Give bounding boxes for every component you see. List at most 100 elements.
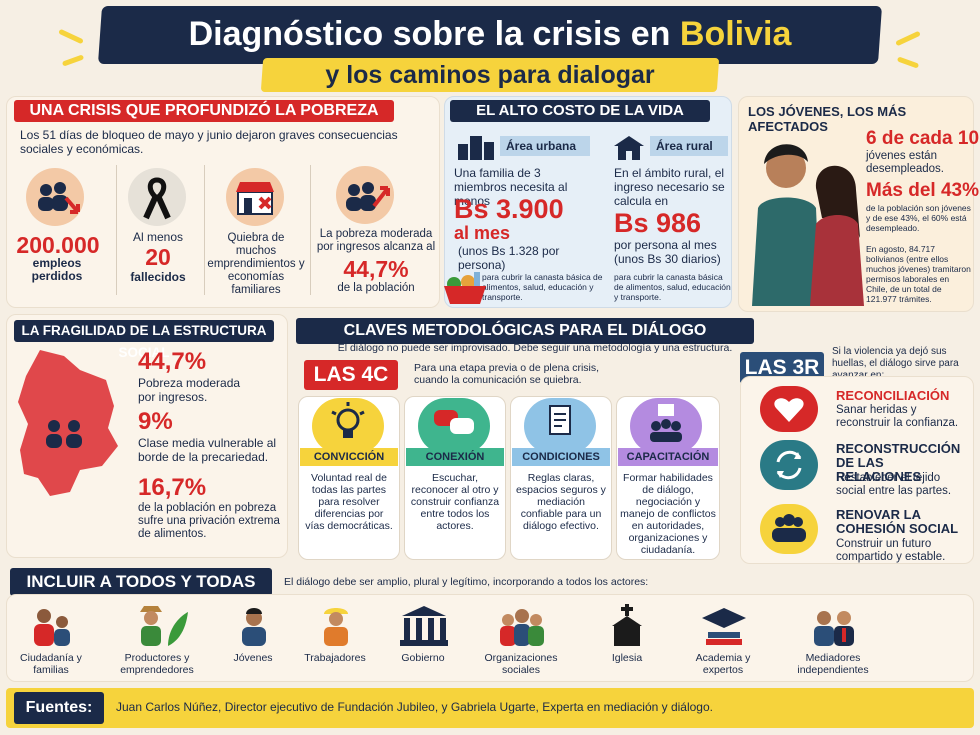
actor-label: Jóvenes [233, 652, 273, 664]
sources-bar [6, 688, 974, 728]
rural-tag: Área rural [650, 136, 728, 156]
chat-bubbles-icon [418, 398, 490, 454]
accent-stroke-left [58, 28, 84, 45]
accent-stroke-left-2 [61, 54, 85, 67]
document-icon [524, 398, 596, 454]
youth-stat1-value: 6 de cada 10 [866, 128, 980, 149]
page-subtitle: y los caminos para dialogar [325, 61, 655, 89]
youth-stat2-text: de la población son jóvenes y de ese 43%… [866, 203, 971, 233]
church-icon [598, 602, 658, 653]
youth-stat1-text: jóvenes están desempleados. [866, 150, 944, 175]
cycle-arrows-icon [760, 440, 818, 490]
page-title-country: Bolivia [679, 15, 792, 53]
poverty-up-icon [336, 166, 394, 224]
rural-note: (unos Bs 30 diarios) [614, 252, 721, 266]
urban-period: al mes [454, 223, 511, 243]
sources-text: Juan Carlos Núñez, Director ejecutivo de… [116, 700, 713, 714]
cost-panel [444, 96, 732, 308]
heart-icon [760, 386, 818, 432]
youth-icon [224, 602, 284, 653]
organizations-icon [492, 602, 552, 653]
crisis-intro: Los 51 días de bloqueo de mayo y junio d… [20, 128, 398, 156]
closed-store-icon [226, 168, 284, 226]
worker-icon [306, 602, 366, 653]
keys-title: CLAVES METODOLÓGICAS PARA EL DIÁLOGO [296, 318, 754, 344]
urban-amount: Bs 3.900 [454, 194, 564, 224]
include-title: INCLUIR A TODOS Y TODAS [10, 568, 272, 596]
divider [204, 165, 205, 295]
house-icon [612, 134, 646, 165]
farmer-icon [128, 602, 188, 653]
3r-item2-text: Restablecer el tejido social entre las p… [836, 472, 952, 497]
urban-note: (unos Bs 1.328 por persona) [458, 244, 560, 272]
stat-poverty-value: 44,7% [343, 256, 409, 282]
rural-period: por persona al mes [614, 238, 717, 252]
accent-stroke-right-2 [896, 56, 920, 69]
cost-title: EL ALTO COSTO DE LA VIDA [450, 100, 710, 122]
3r-item1-name: RECONCILIACIÓN [836, 388, 950, 403]
divider [116, 165, 117, 295]
page-title: Diagnóstico sobre la crisis en Bolivia [120, 12, 860, 56]
card-capacitacion-text: Formar habilidades de diálogo, negociaci… [620, 472, 716, 556]
stat-poverty-label: de la población [337, 282, 415, 294]
people-group-icon [760, 504, 818, 554]
stat-deaths-value: 20 [145, 244, 171, 270]
youth-stat3-text: En agosto, 84.717 bolivianos (entre ello… [866, 244, 971, 304]
fragility-item3-text: de la población en pobreza sufre una pri… [138, 502, 280, 540]
4c-intro: Para una etapa previa o de plena crisis,… [414, 362, 600, 386]
accent-stroke-right [895, 30, 921, 47]
actors-panel [6, 594, 974, 682]
urban-tag: Área urbana [500, 136, 590, 156]
sources-label: Fuentes: [14, 692, 104, 724]
training-icon [630, 398, 702, 454]
city-icon [456, 134, 496, 165]
stat-jobs-value: 200.000 [16, 232, 100, 258]
fragility-item1-text: Pobreza moderada por ingresos. [138, 376, 241, 404]
fragility-item3-value: 16,7% [138, 474, 207, 501]
card-condiciones-text: Reglas claras, espacios seguros y mediac… [516, 472, 606, 532]
actor-label: Ciudadanía y familias [20, 652, 82, 676]
actor-label: Academia y expertos [695, 652, 751, 676]
youth-stat2-value: Más del 43% [866, 180, 979, 201]
crisis-title: UNA CRISIS QUE PROFUNDIZÓ LA POBREZA [14, 100, 394, 122]
people-down-icon [26, 168, 84, 226]
fragility-item1-value: 44,7% [138, 348, 207, 375]
3r-item2-name: RECONSTRUCCIÓN DE LAS RELACIONES [836, 441, 961, 484]
fragility-item2-value: 9% [138, 408, 173, 435]
card-conexion-text: Escuchar, reconocer al otro y construir … [410, 472, 500, 532]
youth-illustration [744, 128, 872, 313]
youth-title: LOS JÓVENES, LOS MÁS AFECTADOS [748, 104, 907, 134]
grocery-basket-icon [440, 270, 490, 311]
4c-label: LAS 4C [304, 360, 398, 390]
fragility-item2-text: Clase media vulnerable al borde de la pr… [138, 436, 277, 464]
rural-amount: Bs 986 [614, 208, 702, 238]
actor-label: Productores y emprendedores [120, 652, 194, 676]
mediators-icon [804, 602, 864, 653]
divider [310, 165, 311, 295]
rural-footnote: para cubrir la canasta básica de aliment… [614, 272, 731, 302]
stat-jobs-label: empleos perdidos [31, 256, 83, 283]
stat-business-text: Quiebra de muchos emprendimientos y econ… [207, 232, 305, 296]
bolivia-map-icon [10, 346, 122, 505]
family-icon [22, 602, 82, 653]
page-title-main: Diagnóstico sobre la crisis en [188, 15, 671, 53]
card-conexion-title: CONEXIÓN [406, 448, 504, 466]
actor-label: Trabajadores [304, 652, 366, 664]
3r-item3-name: RENOVAR LA COHESIÓN SOCIAL [836, 507, 959, 536]
urban-footnote: para cubrir la canasta básica de aliment… [482, 272, 603, 302]
include-subtitle: El diálogo debe ser amplio, plural y leg… [284, 576, 649, 588]
actor-label: Organizaciones sociales [484, 652, 558, 676]
actor-label: Mediadores independientes [797, 652, 869, 676]
mourning-ribbon-icon [128, 168, 186, 226]
stat-poverty-prefix: La pobreza moderada por ingresos alcanza… [316, 228, 436, 253]
actor-label: Iglesia [611, 652, 643, 664]
card-conviccion-text: Voluntad real de todas las partes para r… [305, 472, 393, 532]
card-condiciones-title: CONDICIONES [512, 448, 610, 466]
3r-intro: Si la violencia ya dejó sus huellas, el … [832, 346, 959, 381]
3r-item3-text: Construir un futuro compartido y estable… [836, 538, 946, 563]
actor-label: Gobierno [401, 652, 445, 664]
academy-icon [694, 602, 754, 653]
3r-item1-text: Sanar heridas y reconstruir la confianza… [836, 404, 959, 429]
keys-subtitle: El diálogo no puede ser improvisado. Deb… [337, 342, 733, 354]
lightbulb-icon [312, 398, 384, 454]
